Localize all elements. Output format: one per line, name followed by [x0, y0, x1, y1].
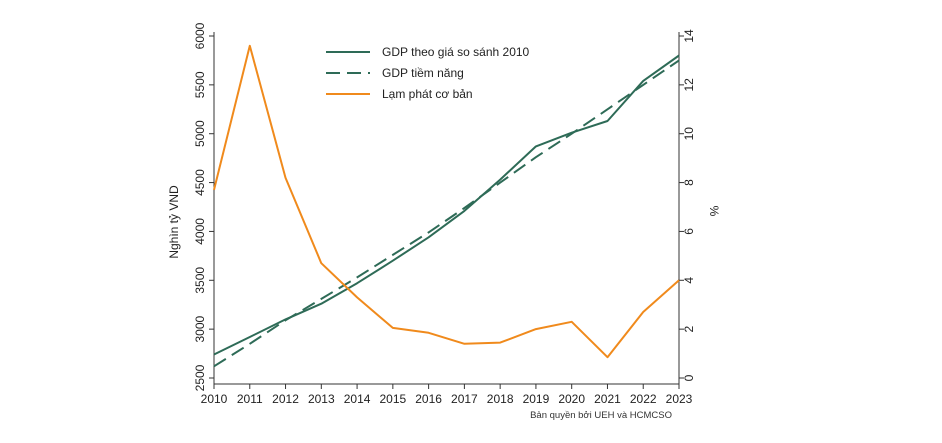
right-y-tick-label: 8 [682, 179, 696, 186]
legend-label-3: Lạm phát cơ bản [382, 87, 473, 101]
x-tick-label: 2020 [558, 392, 585, 406]
right-y-tick-label: 12 [682, 78, 696, 92]
legend: GDP theo giá so sánh 2010 GDP tiềm năng Lạ… [326, 45, 530, 101]
series-line-2 [213, 59, 680, 368]
left-y-tick-label: 3500 [193, 267, 207, 294]
x-tick-label: 2019 [523, 392, 550, 406]
right-y-tick-label: 14 [682, 29, 696, 43]
series-line-3 [213, 44, 680, 359]
plot-frame [213, 32, 680, 385]
chart-svg: 2500 3000 3500 4000 4500 5000 5500 6000 0 2 4 6 8 10… [167, 22, 721, 421]
left-y-tick-label: 5500 [193, 71, 207, 98]
chart-panel: 2500 3000 3500 4000 4500 5000 5500 6000 0 2 4 6 8 10… [154, 14, 734, 436]
x-tick-label: 2010 [201, 392, 228, 406]
right-y-tick-label: 10 [682, 127, 696, 141]
x-tick-label: 2012 [272, 392, 299, 406]
series-lines [213, 44, 680, 368]
right-y-tick-label: 2 [682, 325, 696, 332]
left-y-tick-label: 5000 [193, 120, 207, 147]
right-y-tick-label: 0 [682, 374, 696, 381]
left-y-tick-label: 6000 [193, 22, 207, 49]
x-tick-label: 2022 [630, 392, 657, 406]
left-y-axis-title: Nghìn tỷ VND [167, 185, 181, 259]
x-tick-label: 2015 [379, 392, 406, 406]
x-tick-label: 2018 [487, 392, 514, 406]
x-tick-label: 2023 [666, 392, 693, 406]
left-y-tick-label: 4500 [193, 169, 207, 196]
copyright-note: Bản quyền bởi UEH và HCMCSO [530, 410, 672, 421]
left-y-axis: 2500 3000 3500 4000 4500 5000 5500 6000 [193, 22, 214, 391]
x-axis: 2010 2011 2012 2013 2014 2015 2016 2017 2018 2019… [201, 384, 693, 406]
right-y-axis-title: % [707, 206, 721, 217]
right-y-tick-label: 4 [682, 277, 696, 284]
x-tick-label: 2021 [594, 392, 621, 406]
legend-label-1: GDP theo giá so sánh 2010 [382, 45, 530, 59]
left-y-tick-label: 4000 [193, 218, 207, 245]
x-tick-label: 2014 [344, 392, 371, 406]
x-tick-label: 2013 [308, 392, 335, 406]
legend-label-2: GDP tiềm năng [382, 66, 464, 80]
right-y-axis: 0 2 4 6 8 10 12 14 [679, 29, 696, 381]
left-y-tick-label: 2500 [193, 364, 207, 391]
x-tick-label: 2011 [237, 392, 263, 406]
x-tick-label: 2017 [451, 392, 478, 406]
left-y-tick-label: 3000 [193, 315, 207, 342]
right-y-tick-label: 6 [682, 228, 696, 235]
x-tick-label: 2016 [415, 392, 442, 406]
